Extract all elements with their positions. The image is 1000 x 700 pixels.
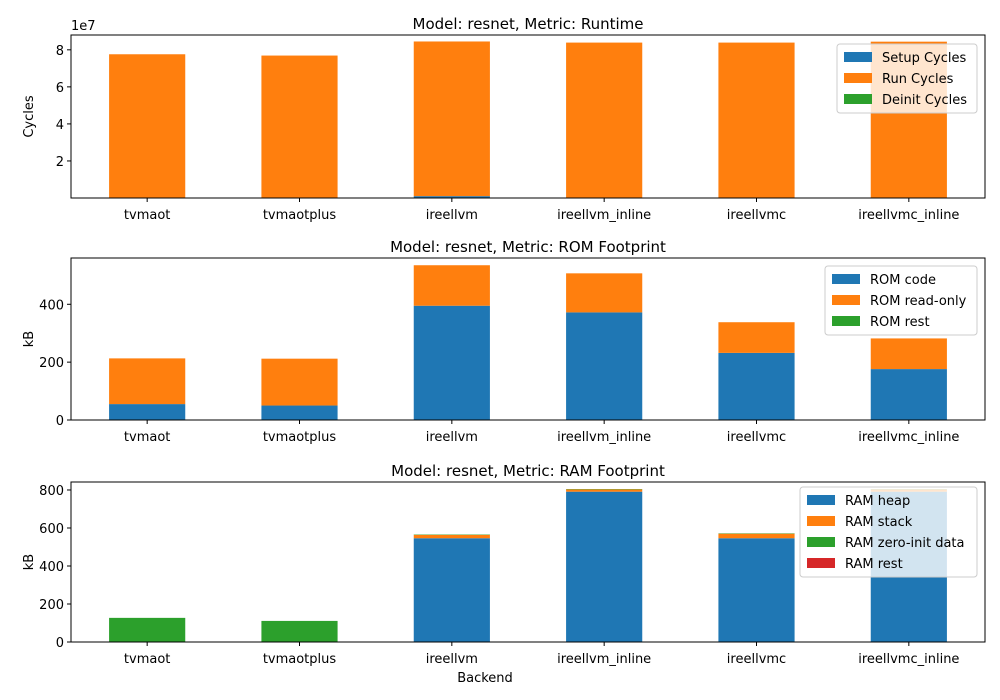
bar-ram-zero-init-data-tvmaot: [109, 617, 186, 642]
x-tick-label: tvmaot: [124, 652, 170, 667]
x-tick-label: ireellvmc_inline: [858, 652, 959, 667]
x-tick-label: ireellvmc_inline: [858, 430, 959, 445]
x-tick-label: ireellvm: [426, 208, 478, 223]
legend-swatch: [807, 495, 835, 505]
legend-label: ROM read-only: [870, 294, 967, 309]
y-tick-label: 600: [39, 522, 64, 537]
plot-frame: [70, 34, 986, 199]
bar-run-cycles-tvmaotplus: [261, 55, 338, 198]
x-tick-label: ireellvmc: [727, 652, 786, 667]
legend-swatch: [832, 295, 860, 305]
y-tick-label: 200: [39, 598, 64, 613]
y-tick-label: 400: [39, 298, 64, 313]
legend-label: RAM rest: [845, 557, 903, 572]
bar-ram-zero-init-data-tvmaotplus: [261, 620, 338, 642]
legend-box: [799, 486, 978, 578]
bar-run-cycles-ireellvm: [413, 41, 490, 197]
legend-label: Deinit Cycles: [882, 93, 967, 108]
y-axis-label: kB: [22, 554, 37, 570]
bar-rom-code-ireellvm-inline: [566, 312, 643, 420]
rom-footprint-chart: Model: resnet, Metric: ROM Footprint tvma…: [22, 238, 986, 445]
bar-rom-code-tvmaot: [109, 404, 186, 420]
bar-rom-code-ireellvm: [413, 305, 490, 420]
legend-label: Setup Cycles: [882, 51, 966, 66]
x-tick-label: ireellvm_inline: [557, 430, 651, 445]
y-tick-label: 0: [56, 636, 64, 651]
y-axis-label: kB: [22, 331, 37, 347]
legend-swatch: [844, 94, 872, 104]
y-axis-multiplier-label: 1e7: [71, 19, 96, 34]
y-tick-label: 8: [56, 44, 64, 59]
y-tick-label: 800: [39, 484, 64, 499]
chart-title: Model: resnet, Metric: Runtime: [413, 15, 644, 33]
legend-label: ROM rest: [870, 315, 930, 330]
x-tick-label: tvmaotplus: [263, 430, 337, 445]
y-tick-label: 6: [56, 81, 64, 96]
bar-ram-heap-ireellvm-inline: [566, 491, 643, 642]
bar-rom-code-ireellvmc: [718, 352, 795, 420]
bar-ram-heap-ireellvm: [413, 538, 490, 642]
y-tick-label: 400: [39, 560, 64, 575]
x-tick-label: ireellvmc: [727, 430, 786, 445]
x-tick-label: tvmaotplus: [263, 208, 337, 223]
legend-swatch: [832, 316, 860, 326]
legend-label: ROM code: [870, 273, 936, 288]
x-tick-label: tvmaot: [124, 208, 170, 223]
x-tick-label: ireellvm: [426, 652, 478, 667]
bar-rom-read-only-ireellvm: [413, 265, 490, 306]
bar-rom-read-only-ireellvmc-inline: [870, 338, 947, 370]
plot-frame: [70, 257, 986, 421]
bar-rom-read-only-tvmaotplus: [261, 358, 338, 406]
legend-swatch: [807, 537, 835, 547]
y-axis-label: Cycles: [22, 95, 37, 138]
bar-rom-read-only-ireellvm-inline: [566, 273, 643, 313]
x-tick-label: ireellvm_inline: [557, 208, 651, 223]
bar-run-cycles-ireellvmc: [718, 42, 795, 198]
y-tick-label: 2: [56, 155, 64, 170]
bar-setup-cycles-ireellvm: [413, 196, 490, 198]
x-tick-label: tvmaot: [124, 430, 170, 445]
chart-title: Model: resnet, Metric: RAM Footprint: [391, 462, 665, 480]
bar-rom-code-ireellvmc-inline: [870, 369, 947, 420]
bar-run-cycles-tvmaot: [109, 54, 186, 198]
legend-swatch: [844, 73, 872, 83]
bar-rom-code-tvmaotplus: [261, 405, 338, 420]
bar-rom-read-only-ireellvmc: [718, 322, 795, 353]
plot-frame: [70, 481, 986, 643]
runtime-chart: Model: resnet, Metric: Runtime tvmaot tvma…: [22, 15, 986, 223]
legend-swatch: [832, 274, 860, 284]
bar-run-cycles-ireellvm-inline: [566, 42, 643, 198]
legend-swatch: [807, 516, 835, 526]
y-tick-label: 4: [56, 118, 64, 133]
bar-ram-stack-ireellvm-inline: [566, 489, 643, 492]
x-tick-label: ireellvm: [426, 430, 478, 445]
legend-label: RAM heap: [845, 494, 910, 509]
x-axis-label: Backend: [457, 671, 513, 686]
x-tick-label: ireellvm_inline: [557, 652, 651, 667]
bar-ram-heap-ireellvmc: [718, 538, 795, 642]
ram-footprint-chart: Model: resnet, Metric: RAM Footprint tvma…: [22, 462, 986, 686]
legend-box: [824, 265, 978, 336]
bar-rom-read-only-tvmaot: [109, 358, 186, 405]
legend-label: RAM stack: [845, 515, 913, 530]
y-tick-label: 200: [39, 356, 64, 371]
chart-title: Model: resnet, Metric: ROM Footprint: [390, 238, 666, 256]
legend-swatch: [807, 558, 835, 568]
x-tick-label: ireellvmc: [727, 208, 786, 223]
bar-ram-stack-ireellvmc: [718, 533, 795, 539]
y-tick-label: 0: [56, 414, 64, 429]
legend-swatch: [844, 52, 872, 62]
legend-label: Run Cycles: [882, 72, 954, 87]
legend-label: RAM zero-init data: [845, 536, 965, 551]
x-tick-label: ireellvmc_inline: [858, 208, 959, 223]
x-tick-label: tvmaotplus: [263, 652, 337, 667]
bar-ram-stack-ireellvm: [413, 534, 490, 539]
